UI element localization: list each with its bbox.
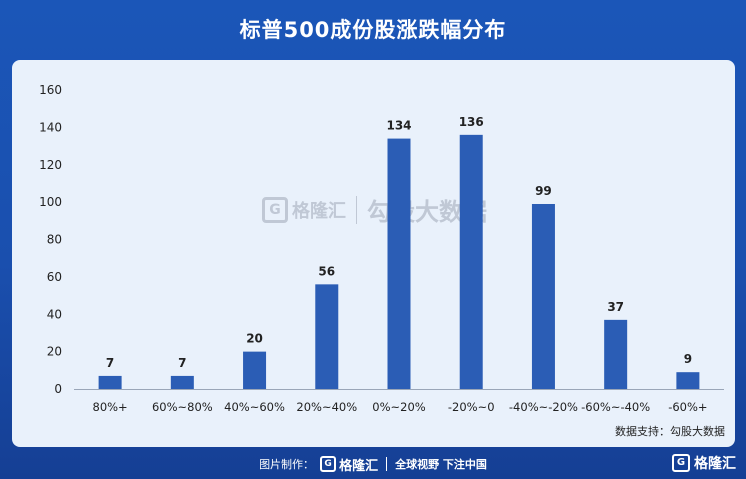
bar	[315, 284, 339, 389]
watermark-logo-icon: G	[262, 196, 288, 223]
data-label: 56	[318, 264, 335, 278]
y-tick-label: 80	[47, 233, 62, 247]
watermark-brand: 格隆汇	[292, 200, 346, 222]
y-tick-label: 120	[39, 158, 62, 172]
y-tick-label: 140	[39, 120, 62, 134]
chart-panel: G 格隆汇 勾股大数据 0 20 40 60 80 100 120 140 160 7 80%+ 7 6…	[12, 60, 735, 447]
x-tick-label: 60%~80%	[152, 400, 213, 414]
bar	[170, 375, 194, 389]
y-tick-label: 160	[39, 83, 62, 97]
data-label: 7	[178, 356, 186, 370]
data-label: 99	[535, 184, 552, 198]
y-tick-label: 40	[47, 307, 62, 321]
data-label: 37	[607, 300, 624, 314]
x-tick-label: 0%~20%	[372, 400, 426, 414]
y-tick-label: 60	[47, 270, 62, 284]
data-label: 9	[684, 352, 692, 366]
data-source-label: 数据支持：勾股大数据	[615, 425, 725, 438]
footer-brand: 格隆汇	[339, 458, 379, 474]
x-tick-label: 40%~60%	[224, 400, 285, 414]
bar-chart: 0 20 40 60 80 100 120 140 160 7 80%+ 7 60%~80% 20 40%~…	[39, 83, 724, 414]
bar	[459, 134, 483, 389]
footer-made-by: 图片制作：	[259, 458, 315, 471]
bar	[531, 203, 555, 389]
footer-divider	[386, 457, 388, 471]
data-label: 7	[106, 356, 114, 370]
data-label: 136	[459, 115, 484, 129]
data-label: 20	[246, 332, 263, 346]
bar	[98, 375, 122, 389]
footer-logo-icon: G	[320, 456, 337, 472]
x-tick-label: 20%~40%	[296, 400, 357, 414]
data-label: 134	[386, 119, 411, 133]
x-tick-label: -40%~-20%	[509, 400, 578, 414]
bar	[243, 351, 267, 389]
footer-slogan: 全球视野 下注中国	[395, 458, 487, 471]
y-tick-label: 0	[54, 382, 62, 396]
x-tick-label: 80%+	[93, 400, 128, 414]
chart-title: 标普500成份股涨跌幅分布	[239, 18, 507, 42]
corner-logo-brand: 格隆汇	[694, 456, 736, 472]
x-tick-label: -20%~0	[448, 400, 495, 414]
corner-logo: G 格隆汇	[672, 453, 736, 473]
bar	[387, 138, 411, 389]
y-tick-label: 100	[39, 195, 62, 209]
bar	[604, 319, 628, 389]
x-tick-label: -60%+	[668, 400, 707, 414]
bar	[676, 372, 700, 389]
corner-logo-icon: G	[672, 454, 690, 472]
y-tick-label: 20	[47, 345, 62, 359]
x-tick-label: -60%~-40%	[581, 400, 650, 414]
footer: 图片制作： G 格隆汇 全球视野 下注中国	[0, 452, 746, 476]
watermark-divider	[356, 195, 357, 224]
